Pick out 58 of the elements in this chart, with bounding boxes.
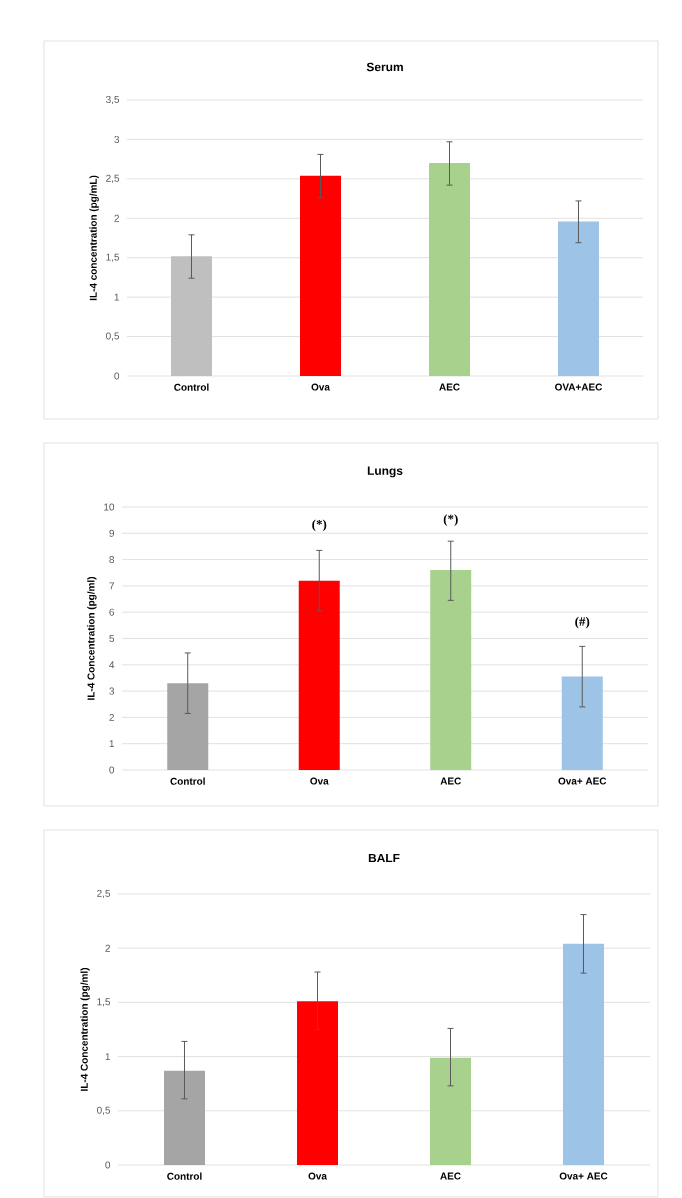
y-tick-label: 1 (105, 1053, 110, 1061)
chart-title: Lungs (367, 466, 403, 478)
x-tick-label: AEC (440, 777, 461, 785)
x-tick-label: AEC (439, 383, 460, 391)
x-tick-label: Ova+ AEC (559, 1172, 608, 1180)
bar (297, 1001, 338, 1165)
bar (171, 256, 212, 376)
bar (561, 676, 603, 770)
y-axis-title: IL-4 Concentration (pg/ml) (87, 576, 97, 700)
y-tick-label: 6 (109, 608, 115, 616)
bar (429, 163, 470, 376)
x-tick-label: Control (170, 777, 205, 785)
y-tick-label: 3 (114, 135, 120, 143)
chart-title: Serum (366, 62, 403, 72)
y-tick-label: 5 (109, 635, 115, 642)
y-tick-label: 2,5 (97, 889, 111, 899)
y-tick-label: 0,5 (106, 332, 120, 341)
y-tick-label: 2 (114, 214, 119, 222)
x-tick-label: Ova+ AEC (558, 777, 607, 785)
y-axis-title: IL-4 concentration (pg/mL) (89, 175, 99, 301)
y-tick-label: 3 (109, 687, 115, 695)
y-tick-label: 4 (109, 661, 115, 669)
chart-title: BALF (368, 853, 400, 863)
bar (430, 1057, 471, 1165)
y-tick-label: 7 (109, 582, 114, 590)
bar (300, 175, 341, 376)
bar (563, 943, 604, 1165)
bar (430, 570, 472, 770)
bar (558, 221, 599, 376)
y-tick-label: 10 (104, 503, 115, 511)
y-tick-label: 1 (109, 740, 114, 748)
y-tick-label: 0 (109, 766, 115, 774)
bar (298, 580, 340, 770)
y-tick-label: 1 (114, 293, 119, 301)
annotation: (*) (443, 514, 458, 526)
annotation: (#) (575, 616, 590, 629)
y-tick-label: 2 (109, 713, 114, 721)
x-tick-label: Ova (310, 777, 329, 785)
y-tick-label: 3,5 (106, 95, 120, 105)
y-tick-label: 2,5 (106, 174, 120, 183)
x-tick-label: Ova (311, 383, 330, 391)
x-tick-label: Control (167, 1172, 202, 1180)
y-tick-label: 1,5 (97, 998, 111, 1007)
bar (167, 683, 209, 770)
x-tick-label: AEC (440, 1172, 461, 1180)
y-tick-label: 0 (114, 372, 120, 380)
y-tick-label: 8 (109, 556, 115, 564)
annotation: (*) (312, 519, 327, 532)
y-tick-label: 2 (105, 944, 110, 952)
y-tick-label: 9 (109, 529, 115, 537)
y-axis-title: IL-4 Concentration (pg/ml) (80, 967, 90, 1091)
bar (164, 1070, 205, 1165)
y-tick-label: 1,5 (106, 253, 120, 262)
x-tick-label: OVA+AEC (555, 383, 603, 391)
x-tick-label: Ova (308, 1172, 327, 1180)
x-tick-label: Control (174, 383, 209, 391)
y-tick-label: 0 (105, 1161, 111, 1169)
y-tick-label: 0,5 (97, 1106, 111, 1115)
